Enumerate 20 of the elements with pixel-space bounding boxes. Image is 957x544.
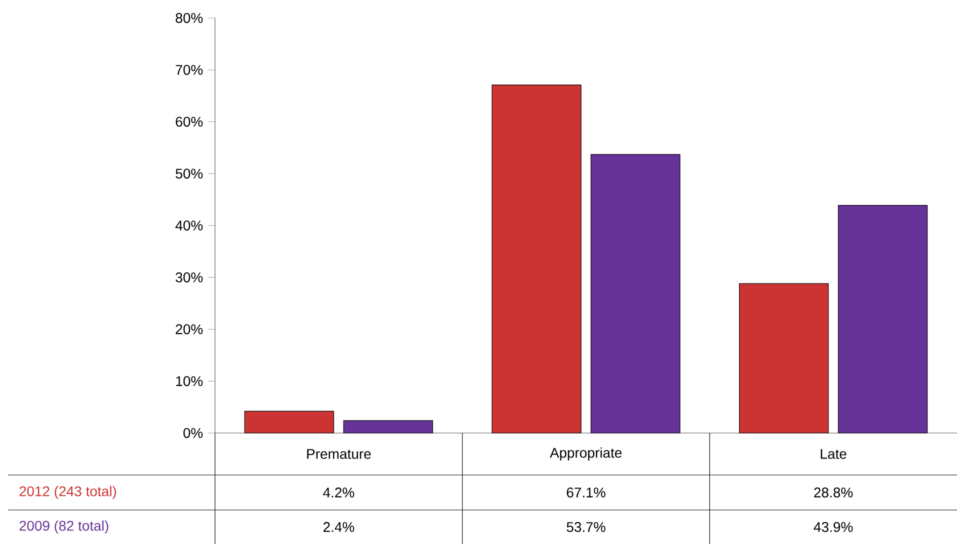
text: 2012 (243 total) (20, 486, 116, 500)
y-tick-label: 80% (176, 13, 203, 23)
text: 2009 (82 total) (20, 520, 108, 534)
x-tick-label: Premature (307, 449, 371, 459)
data-label: 28.8% (814, 488, 853, 498)
y-tick-label: 30% (176, 272, 203, 282)
data-label: 4.2% (323, 488, 354, 498)
y-tick-label: 20% (176, 324, 203, 334)
y-tick-label: 50% (176, 168, 203, 179)
y-tick-label: 70% (176, 64, 203, 75)
data-label: 67.1% (566, 488, 606, 498)
y-tick-label: 40% (175, 220, 203, 230)
y-tick-label: 0% (183, 428, 203, 438)
data-label: 53.7% (566, 522, 606, 532)
x-tick-label: Late (820, 449, 846, 459)
data-label: 43.9% (814, 522, 853, 532)
x-tick-label: Appropriate (550, 447, 622, 461)
data-label: 2.4% (323, 522, 354, 532)
y-tick-label: 60% (176, 116, 203, 127)
y-tick-label: 10% (176, 376, 203, 386)
